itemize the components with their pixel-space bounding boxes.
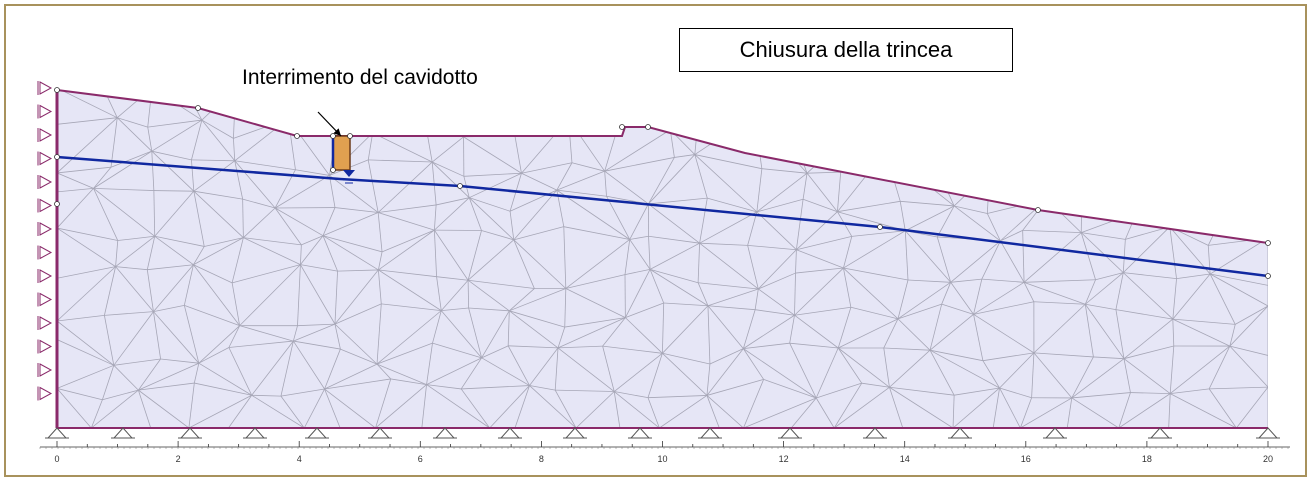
- geometry-point: [54, 154, 60, 160]
- roller-support: [37, 104, 53, 119]
- ruler-label: 0: [54, 454, 59, 464]
- fixed-support: [948, 427, 972, 439]
- geometry-point: [347, 133, 353, 139]
- ruler-labels: 0 2 4 6 8 10 12 14 16 18 20: [54, 454, 1273, 464]
- ground-surface-line: [56, 89, 1269, 244]
- roller-support: [37, 222, 53, 236]
- horizontal-ruler: [39, 441, 1290, 449]
- geometry-point: [294, 133, 300, 139]
- fixed-support: [863, 427, 887, 439]
- ruler-label: 4: [297, 454, 302, 464]
- roller-support: [37, 339, 53, 354]
- geometry-point: [619, 124, 625, 130]
- geometry-point: [457, 183, 463, 189]
- ruler-label: 20: [1263, 454, 1273, 464]
- geometry-point: [1265, 273, 1271, 279]
- roller-support: [37, 269, 53, 283]
- ruler-label: 14: [900, 454, 910, 464]
- soil-body: [57, 90, 1268, 428]
- callout-label: Interrimento del cavidotto: [242, 66, 478, 89]
- roller-support: [37, 151, 53, 166]
- title-box: Chiusura della trincea: [679, 28, 1013, 72]
- roller-support: [37, 292, 53, 307]
- geometry-point: [54, 87, 60, 93]
- roller-support: [37, 81, 53, 95]
- geometry-point: [195, 105, 201, 111]
- fixed-support: [778, 427, 802, 439]
- geometry-point: [1035, 207, 1041, 213]
- title-text: Chiusura della trincea: [739, 37, 953, 62]
- roller-support: [37, 316, 53, 330]
- fixed-support: [368, 427, 392, 439]
- ruler-label: 6: [418, 454, 423, 464]
- ruler-label: 18: [1142, 454, 1152, 464]
- roller-support: [37, 198, 53, 213]
- ruler-label: 12: [779, 454, 789, 464]
- trench-fill: [332, 135, 351, 171]
- fixed-support: [1256, 427, 1280, 439]
- fixed-support: [1043, 427, 1067, 439]
- geometry-points: [54, 87, 1271, 279]
- ruler-label: 8: [539, 454, 544, 464]
- geometry-point: [330, 167, 336, 173]
- ruler-label: 10: [657, 454, 667, 464]
- ruler-label: 16: [1021, 454, 1031, 464]
- geometry-point: [54, 201, 60, 207]
- bottom-fixed-supports: [45, 427, 1280, 439]
- fixed-support: [1148, 427, 1172, 439]
- fixed-support: [433, 427, 457, 439]
- water-level-marker: [343, 170, 355, 177]
- geometry-point: [1265, 240, 1271, 246]
- roller-support: [37, 175, 53, 189]
- fixed-support: [698, 427, 722, 439]
- roller-support: [37, 245, 53, 260]
- fixed-support: [178, 427, 202, 439]
- geometry-point: [330, 133, 336, 139]
- fixed-support: [305, 427, 329, 439]
- ruler-label: 2: [176, 454, 181, 464]
- fixed-support: [628, 427, 652, 439]
- roller-support: [37, 363, 53, 377]
- fixed-support: [498, 427, 522, 439]
- roller-support: [37, 386, 53, 401]
- fixed-support: [563, 427, 587, 439]
- geometry-point: [645, 124, 651, 130]
- fixed-support: [243, 427, 267, 439]
- left-roller-supports: [37, 81, 53, 401]
- geometry-point: [877, 224, 883, 230]
- callout-arrow: [317, 111, 342, 137]
- roller-support: [37, 128, 53, 142]
- fixed-support: [45, 427, 69, 439]
- fixed-support: [111, 427, 135, 439]
